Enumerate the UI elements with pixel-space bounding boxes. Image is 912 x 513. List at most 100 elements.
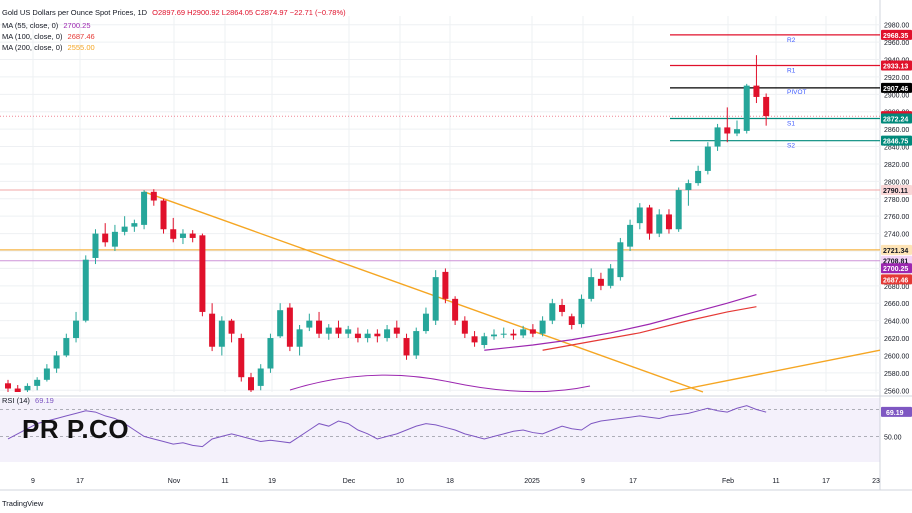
candle[interactable] (335, 327, 342, 334)
downtrend-line[interactable] (143, 191, 704, 393)
candle[interactable] (568, 316, 575, 325)
candle[interactable] (384, 329, 391, 339)
candle[interactable] (432, 277, 439, 321)
candle[interactable] (5, 383, 11, 389)
candle[interactable] (695, 170, 702, 184)
rsi-pane[interactable] (0, 398, 880, 462)
candle[interactable] (529, 329, 536, 334)
candle[interactable] (753, 85, 760, 97)
candle[interactable] (170, 229, 177, 239)
candle[interactable] (685, 183, 692, 191)
ma55-legend[interactable]: MA (55, close, 0) 2700.25 (2, 21, 91, 31)
candle[interactable] (277, 310, 284, 337)
candle[interactable] (491, 334, 497, 337)
candle[interactable] (364, 333, 371, 339)
rsi-legend[interactable]: RSI (14) 69.19 (2, 396, 54, 405)
candle[interactable] (403, 338, 410, 356)
candle[interactable] (267, 338, 274, 369)
candle[interactable] (228, 320, 235, 334)
candle[interactable] (325, 327, 332, 334)
candle[interactable] (461, 320, 468, 334)
candle[interactable] (354, 333, 361, 339)
candle[interactable] (471, 336, 478, 343)
candle[interactable] (597, 278, 604, 286)
candle[interactable] (14, 388, 21, 392)
candle[interactable] (306, 320, 313, 328)
tradingview-brand[interactable]: TradingView (2, 499, 44, 508)
y-tick-label: 2960.00 (884, 40, 909, 47)
candle[interactable] (296, 329, 303, 347)
candle[interactable] (578, 298, 585, 325)
candle[interactable] (636, 207, 643, 224)
ma55-line[interactable] (484, 293, 757, 351)
uptrend-line[interactable] (669, 349, 881, 393)
candle[interactable] (121, 226, 128, 232)
candle[interactable] (520, 329, 527, 336)
candle[interactable] (286, 307, 293, 347)
candle[interactable] (111, 231, 118, 247)
candle[interactable] (607, 268, 614, 286)
candle[interactable] (704, 146, 711, 171)
candle[interactable] (665, 214, 672, 230)
candle[interactable] (150, 191, 157, 201)
candle[interactable] (763, 96, 770, 117)
candle[interactable] (43, 368, 50, 380)
candle[interactable] (442, 271, 449, 299)
candle[interactable] (481, 336, 488, 345)
candle[interactable] (627, 224, 634, 247)
candle[interactable] (73, 320, 80, 339)
ma100-line[interactable] (542, 306, 757, 351)
candle[interactable] (257, 368, 264, 386)
candle[interactable] (218, 320, 225, 347)
candle[interactable] (238, 338, 245, 378)
candle[interactable] (374, 333, 381, 337)
candle[interactable] (500, 333, 507, 335)
candle[interactable] (393, 327, 400, 334)
candle[interactable] (559, 304, 566, 312)
price-tag (881, 60, 912, 71)
candle[interactable] (316, 320, 323, 334)
candle[interactable] (656, 214, 663, 234)
candle[interactable] (102, 233, 109, 243)
candle[interactable] (131, 223, 138, 227)
y-tick-label: 2920.00 (884, 75, 909, 82)
candle[interactable] (160, 200, 167, 230)
ma200-legend[interactable]: MA (200, close, 0) 2555.00 (2, 43, 95, 53)
candle[interactable] (24, 385, 31, 391)
candle[interactable] (345, 329, 352, 334)
candle[interactable] (209, 313, 216, 347)
candle[interactable] (675, 190, 682, 230)
x-tick-label: 9 (581, 478, 585, 485)
candle[interactable] (34, 379, 41, 386)
candle[interactable] (53, 355, 60, 369)
price-tag-label: 2968.35 (883, 33, 908, 40)
candle[interactable] (452, 298, 459, 321)
price-tag (881, 135, 912, 146)
candle[interactable] (199, 235, 206, 312)
candle[interactable] (734, 129, 740, 134)
pivot-level-label: R1 (787, 67, 796, 74)
candle[interactable] (549, 303, 556, 321)
candle[interactable] (588, 277, 595, 299)
candle[interactable] (646, 207, 653, 234)
candle[interactable] (743, 85, 750, 131)
candle[interactable] (179, 233, 186, 238)
rsi-line[interactable] (7, 405, 767, 448)
candle[interactable] (141, 191, 148, 225)
price-tag (881, 113, 912, 124)
candle[interactable] (714, 127, 721, 147)
ma100-legend[interactable]: MA (100, close, 0) 2687.46 (2, 32, 95, 42)
candle[interactable] (724, 127, 731, 134)
candle[interactable] (413, 331, 420, 356)
candle[interactable] (189, 233, 196, 238)
candle[interactable] (510, 333, 517, 336)
candle[interactable] (63, 338, 70, 356)
candle[interactable] (82, 259, 89, 321)
candle[interactable] (92, 233, 99, 258)
candle[interactable] (422, 313, 429, 332)
candle[interactable] (248, 377, 254, 391)
y-tick-label: 2860.00 (884, 127, 909, 134)
candle[interactable] (539, 320, 546, 334)
candle[interactable] (617, 242, 624, 278)
